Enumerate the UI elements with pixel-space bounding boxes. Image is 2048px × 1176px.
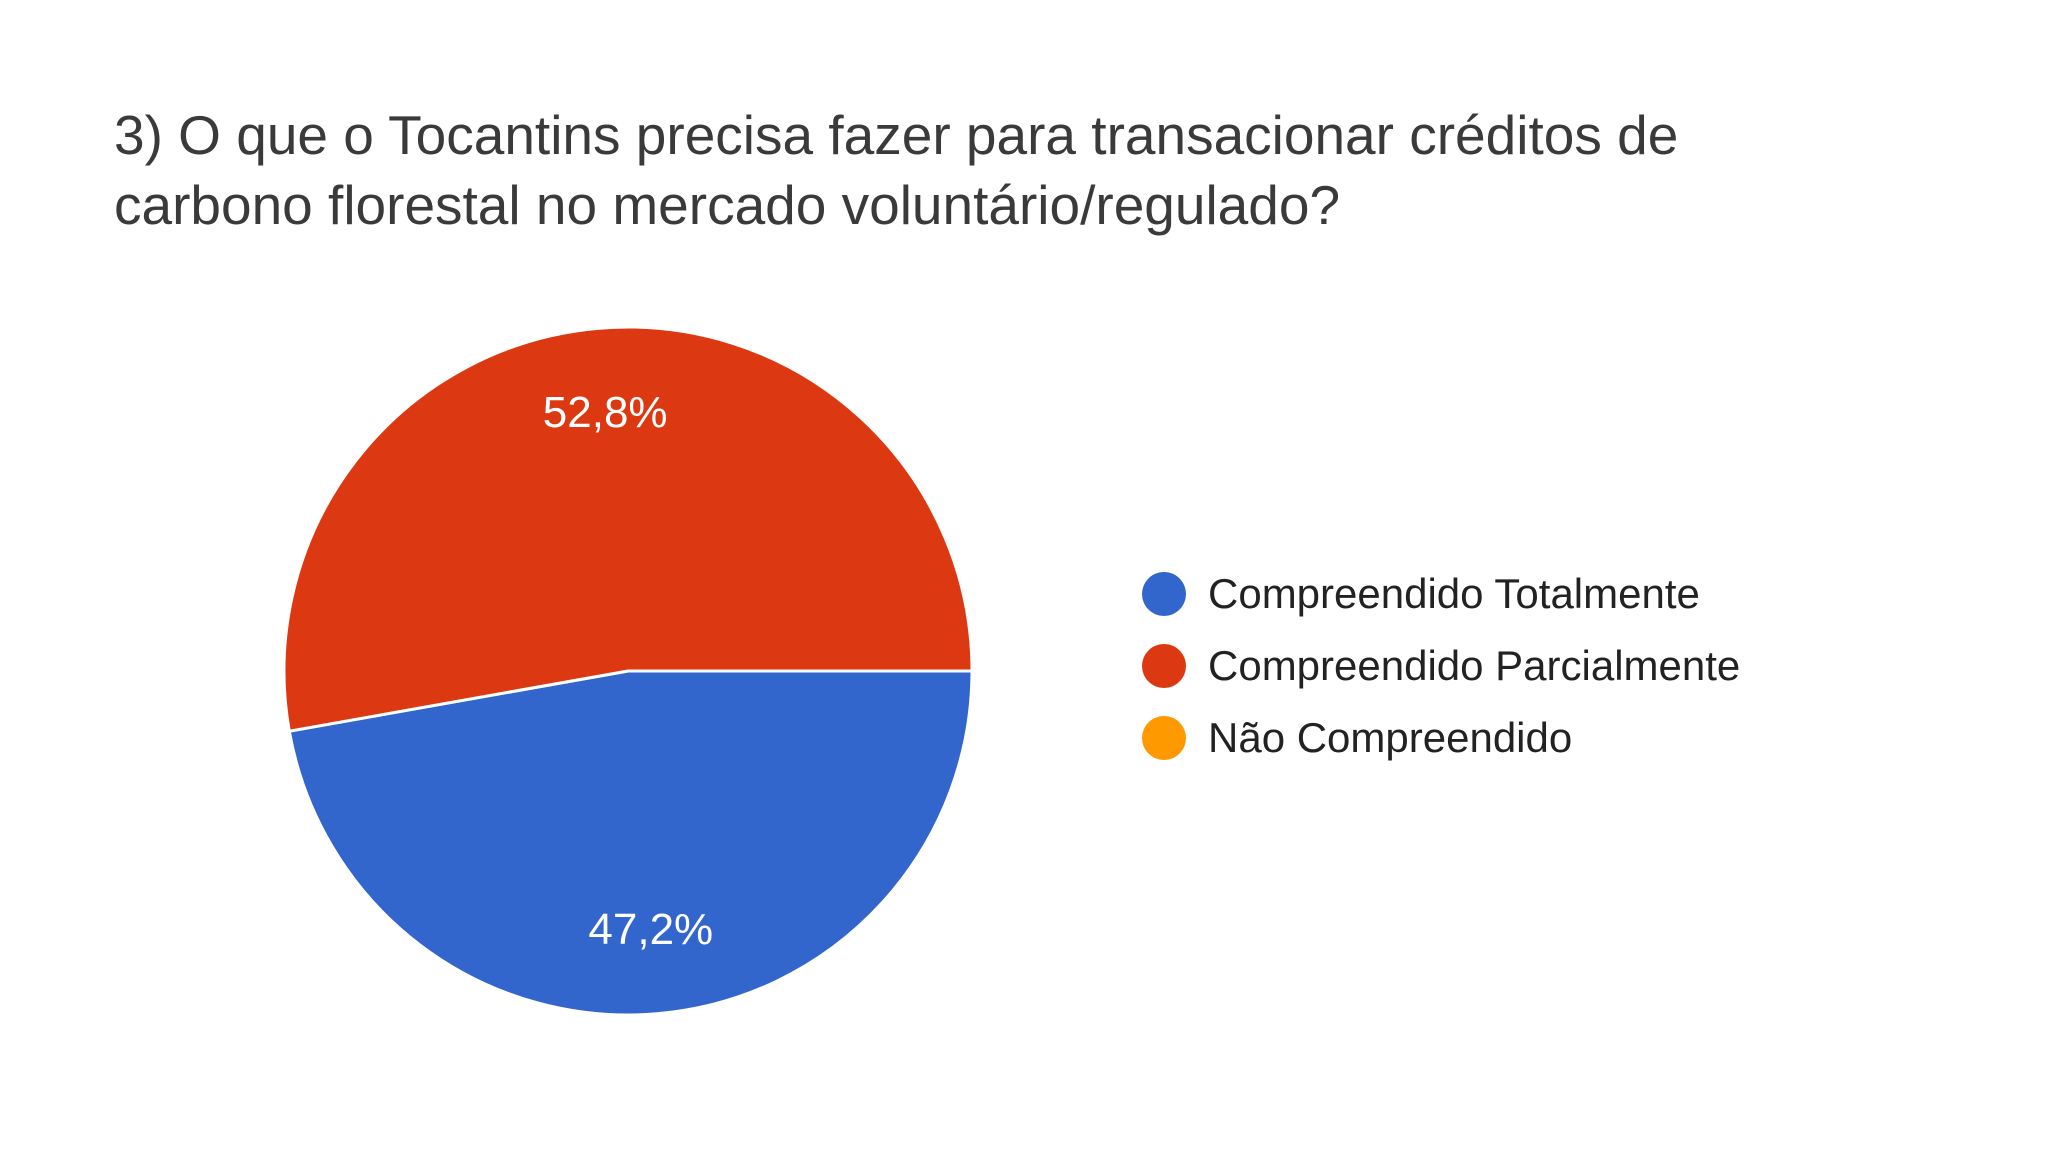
pie-slices	[282, 325, 974, 1017]
pie-slice-compreendido-totalmente[interactable]	[287, 669, 974, 1017]
pie-slice-label: 47,2%	[588, 905, 713, 954]
pie-slice-label: 52,8%	[543, 388, 668, 437]
chart-title: 3) O que o Tocantins precisa fazer para …	[114, 100, 1974, 240]
legend-item-nao-compreendido[interactable]: Não Compreendido	[1142, 702, 1740, 774]
legend-label: Compreendido Parcialmente	[1208, 642, 1741, 689]
chart-title-line-1: 3) O que o Tocantins precisa fazer para …	[114, 104, 1679, 166]
legend-swatch-icon	[1142, 572, 1186, 616]
legend-swatch-icon	[1142, 716, 1186, 760]
pie-slice-labels: 47,2% 52,8%	[543, 388, 713, 954]
legend-item-compreendido-totalmente[interactable]: Compreendido Totalmente	[1142, 558, 1740, 630]
legend-label: Compreendido Totalmente	[1208, 570, 1700, 617]
chart-title-line-2: carbono florestal no mercado voluntário/…	[114, 174, 1341, 236]
legend: Compreendido Totalmente Compreendido Par…	[1142, 558, 1740, 774]
legend-label: Não Compreendido	[1208, 714, 1573, 761]
pie-slice-compreendido-parcialmente[interactable]	[282, 325, 974, 733]
legend-item-compreendido-parcialmente[interactable]: Compreendido Parcialmente	[1142, 630, 1740, 702]
legend-swatch-icon	[1142, 644, 1186, 688]
